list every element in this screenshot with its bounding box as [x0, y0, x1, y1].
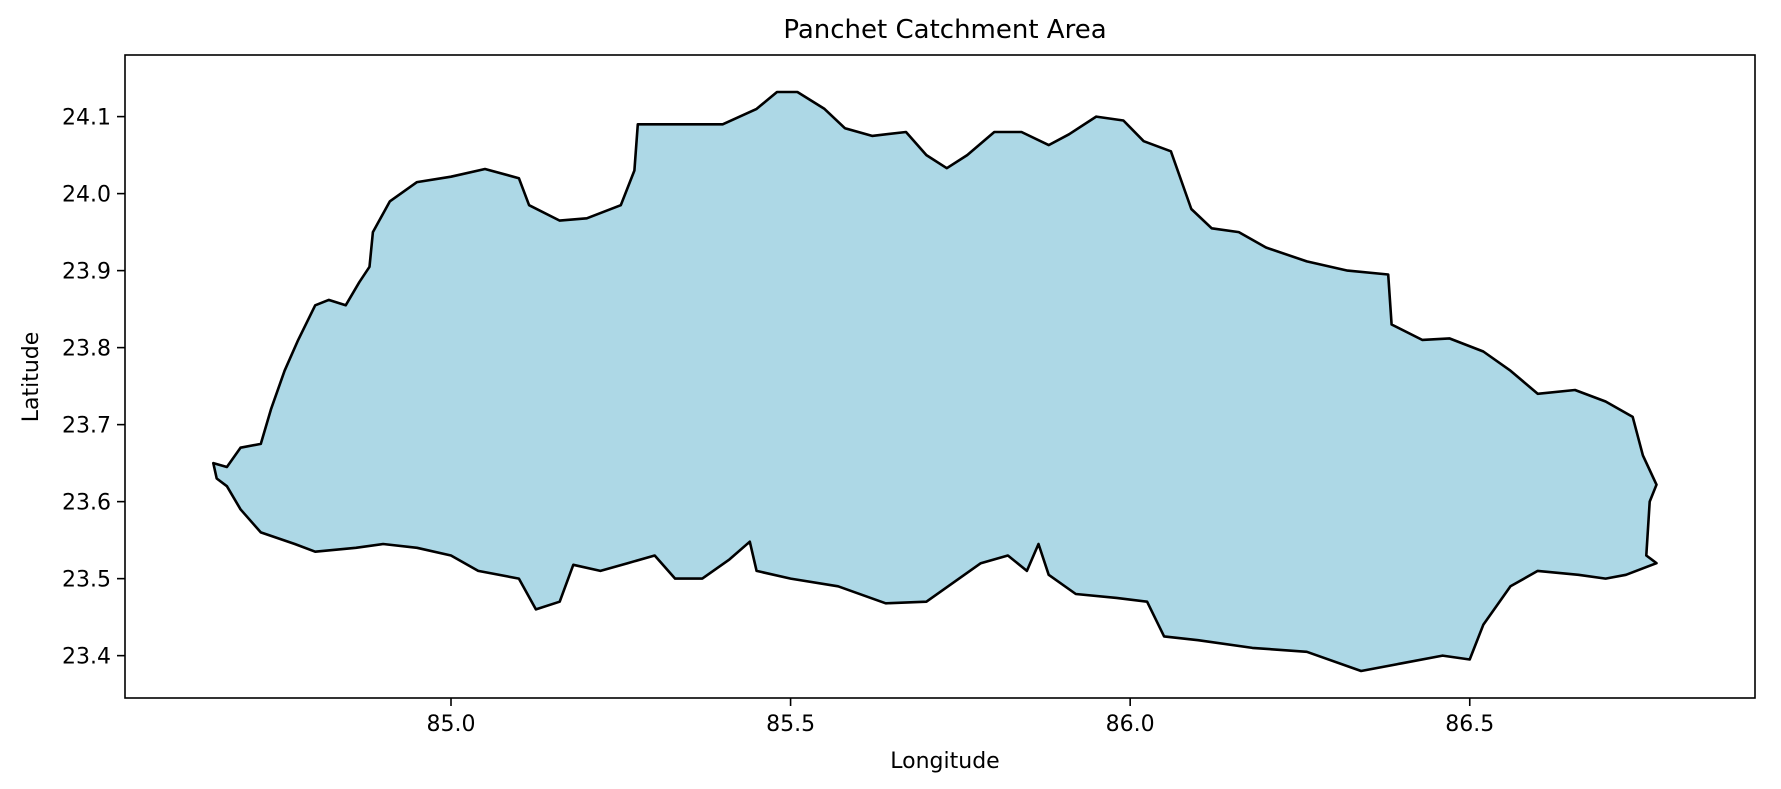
y-tick-label: 24.0 [62, 183, 111, 208]
axes-frame [124, 54, 1756, 699]
x-axis-ticks: 85.0 85.5 86.0 86.5 [427, 698, 1494, 737]
y-tick-label: 23.7 [62, 414, 111, 439]
x-tick-label: 85.5 [766, 712, 815, 737]
x-axis-label: Longitude [890, 749, 999, 774]
y-tick-label: 23.8 [62, 337, 111, 362]
catchment-polygon [212, 90, 1658, 673]
y-tick-label: 23.4 [62, 645, 111, 670]
y-tick-label: 23.6 [62, 491, 111, 516]
y-tick-label: 23.5 [62, 568, 111, 593]
chart-title: Panchet Catchment Area [783, 15, 1106, 45]
y-axis-label: Latitude [19, 332, 44, 423]
x-tick-label: 85.0 [427, 712, 476, 737]
y-tick-label: 24.1 [62, 106, 111, 131]
x-tick-label: 86.0 [1106, 712, 1155, 737]
y-axis-ticks: 23.4 23.5 23.6 23.7 23.8 23.9 24.0 24.1 [62, 106, 125, 670]
y-tick-label: 23.9 [62, 260, 111, 285]
plot-layer [212, 90, 1658, 673]
x-tick-label: 86.5 [1445, 712, 1494, 737]
